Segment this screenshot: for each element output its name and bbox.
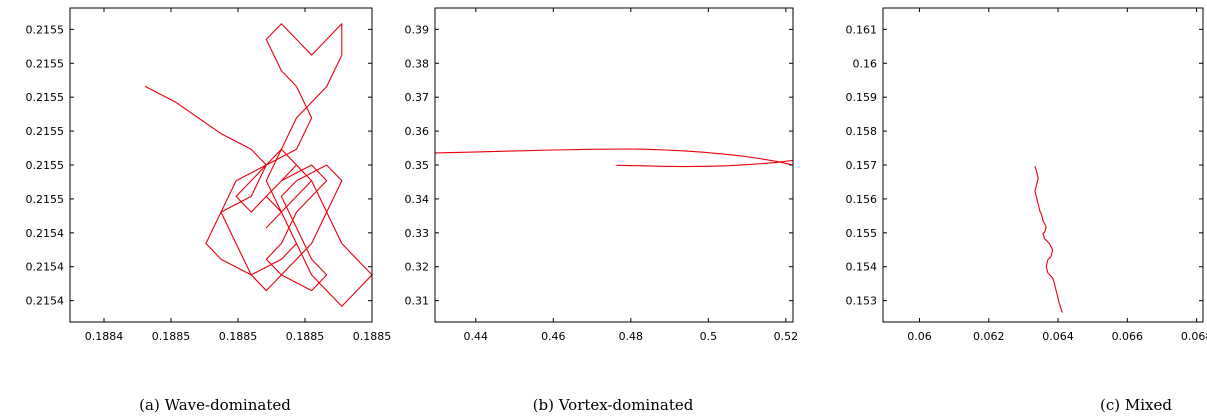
y-tick-label: 0.38: [405, 57, 430, 70]
x-tick-label: 0.068: [1181, 330, 1207, 343]
x-tick-label: 0.1885: [286, 330, 325, 343]
y-tick-label: 0.156: [846, 193, 878, 206]
x-tick-label: 0.5: [700, 330, 718, 343]
axes-frame: [883, 8, 1203, 322]
x-tick-label: 0.1885: [353, 330, 392, 343]
y-tick-label: 0.2155: [26, 159, 65, 172]
x-tick-label: 0.1885: [219, 330, 258, 343]
y-tick-label: 0.32: [405, 261, 430, 274]
y-tick-label: 0.39: [405, 23, 430, 36]
plot-area: [146, 24, 373, 307]
y-tick-label: 0.35: [405, 159, 430, 172]
y-tick-label: 0.36: [405, 125, 430, 138]
y-tick-label: 0.31: [405, 295, 430, 308]
y-tick-label: 0.158: [846, 125, 878, 138]
y-tick-label: 0.2155: [26, 193, 65, 206]
y-tick-label: 0.37: [405, 91, 430, 104]
subplot-1: 0.1884 0.1885 0.1885 0.1885 0.1885 0.2155 0.21…: [26, 8, 392, 414]
x-tick-label: 0.48: [619, 330, 644, 343]
x-tick-label: 0.52: [774, 330, 799, 343]
y-tick-label: 0.2155: [26, 125, 65, 138]
x-tick-label: 0.46: [541, 330, 566, 343]
plot-area: [1035, 167, 1062, 313]
subplot-3: 0.06 0.062 0.064 0.066 0.068 0.161 0.16 0.159 0.…: [846, 8, 1207, 414]
subplot-caption: (c) Mixed: [1100, 396, 1172, 414]
y-tick-label: 0.154: [846, 261, 878, 274]
subplot-caption: (b) Vortex-dominated: [533, 396, 694, 414]
trajectory-line-1: [146, 24, 373, 307]
subplot-2: 0.44 0.46 0.48 0.5 0.52 0.39 0.38 0.37 0.36 0.35 0…: [405, 8, 799, 414]
y-tick-label: 0.16: [853, 57, 878, 70]
y-tick-label: 0.33: [405, 227, 430, 240]
trajectory-line-2: [617, 160, 793, 166]
trajectory-line-1: [435, 149, 793, 165]
x-tick-label: 0.1885: [152, 330, 191, 343]
y-tick-label: 0.153: [846, 295, 878, 308]
y-tick-label: 0.2155: [26, 57, 65, 70]
y-tick-label: 0.2154: [26, 261, 65, 274]
x-tick-label: 0.064: [1042, 330, 1074, 343]
y-tick-label: 0.2154: [26, 295, 65, 308]
subplot-caption: (a) Wave-dominated: [139, 396, 291, 414]
x-tick-label: 0.44: [464, 330, 489, 343]
y-tick-label: 0.155: [846, 227, 878, 240]
trajectory-line-1: [1035, 167, 1062, 313]
x-tick-label: 0.1884: [85, 330, 124, 343]
plot-area: [435, 149, 793, 167]
y-tick-label: 0.2155: [26, 91, 65, 104]
y-tick-label: 0.157: [846, 159, 878, 172]
y-tick-label: 0.2155: [26, 23, 65, 36]
y-tick-label: 0.161: [846, 23, 878, 36]
y-tick-label: 0.2154: [26, 227, 65, 240]
y-tick-label: 0.34: [405, 193, 430, 206]
x-tick-label: 0.06: [907, 330, 932, 343]
y-tick-label: 0.159: [846, 91, 878, 104]
x-tick-label: 0.066: [1112, 330, 1144, 343]
x-tick-label: 0.062: [973, 330, 1005, 343]
